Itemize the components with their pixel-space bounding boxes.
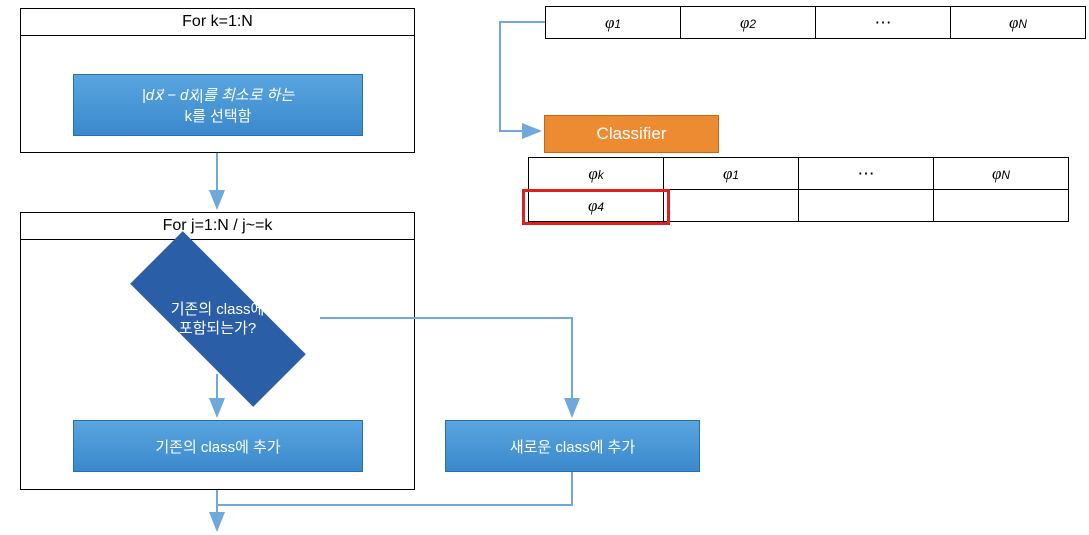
proc-left-label: 기존의 class에 추가 <box>155 436 280 457</box>
t2-r2c4 <box>934 190 1069 222</box>
decision-line1: 기존의 class에 <box>171 301 265 318</box>
t2-r2c2 <box>664 190 799 222</box>
classifier-box: Classifier <box>544 115 719 153</box>
proc-add-new: 새로운 class에 추가 <box>445 420 700 472</box>
proc1-line2: k를 선택함 <box>185 105 252 126</box>
proc-add-existing: 기존의 class에 추가 <box>73 420 363 472</box>
proc-right-label: 새로운 class에 추가 <box>510 436 635 457</box>
t2-r2c3 <box>799 190 934 222</box>
decision-class: 기존의 class에 포함되는가? <box>110 264 325 374</box>
t1-c1: φ1 <box>546 7 681 39</box>
loop2-header: For j=1:N / j~=k <box>21 213 414 240</box>
table-phi-top: φ1 φ2 ⋯ φN <box>545 6 1086 39</box>
classifier-label: Classifier <box>597 124 667 143</box>
loop1-header: For k=1:N <box>21 9 414 36</box>
t1-c4: φN <box>951 7 1086 39</box>
t1-c3: ⋯ <box>816 7 951 39</box>
t2-r1c3: ⋯ <box>799 158 934 190</box>
decision-line2: 포함되는가? <box>179 320 256 337</box>
t1-c2: φ2 <box>681 7 816 39</box>
t2-r1c1: φk <box>529 158 664 190</box>
t2-r1c2: φ1 <box>664 158 799 190</box>
proc-select-k: |dx⃗ − dx⃗ᵢ|를 최소로 하는 k를 선택함 <box>73 74 363 136</box>
proc1-line1: |dx⃗ − dx⃗ᵢ|를 최소로 하는 <box>142 84 294 105</box>
t2-r1c4: φN <box>934 158 1069 190</box>
highlight-phi4 <box>522 189 670 225</box>
